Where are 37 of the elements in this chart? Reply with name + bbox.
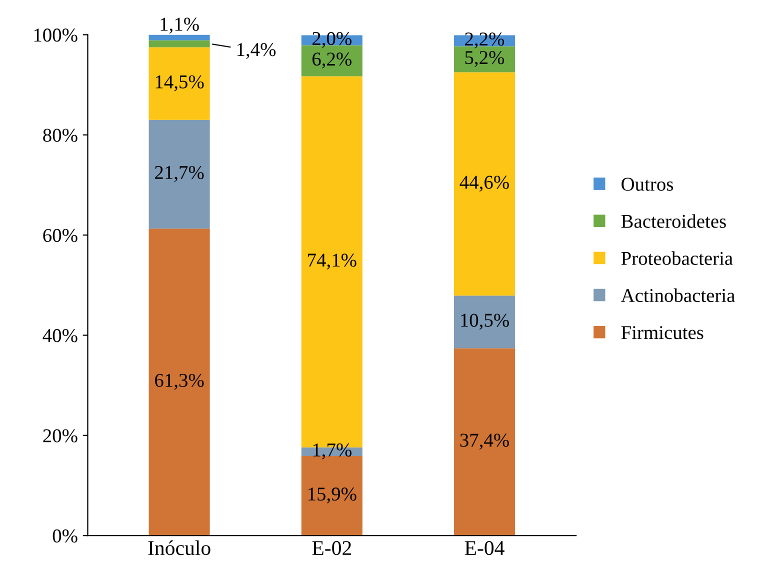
data-label: 2,2%: [465, 32, 504, 48]
bar: [148, 40, 210, 48]
data-label: 1,7%: [313, 443, 352, 460]
data-label: 61,3%: [155, 374, 204, 390]
data-label: 10,5%: [461, 314, 509, 330]
data-label: 44,6%: [460, 176, 509, 192]
bar: [148, 34, 210, 40]
legend-label: Actinobacteria: [620, 288, 735, 302]
y-tick-label: 40%: [42, 329, 78, 342]
bar: [148, 120, 210, 229]
bar: [454, 72, 516, 296]
data-label: 15,9%: [308, 488, 356, 504]
data-label: 2,0%: [312, 32, 352, 48]
legend-label: Proteobacteria: [621, 251, 733, 265]
data-label: 74,1%: [308, 254, 356, 270]
y-tick-label: 80%: [43, 128, 78, 142]
bar: [148, 228, 210, 536]
data-label: 37,4%: [460, 434, 509, 450]
legend-label: Outros: [622, 178, 674, 191]
data-label: 5,2%: [465, 51, 504, 67]
y-tick-label: 20%: [43, 429, 78, 442]
x-tick-label: E-02: [312, 541, 352, 556]
x-tick-label: E-04: [464, 541, 504, 556]
bar: [454, 296, 516, 348]
legend-label: Bacteroidetes: [621, 214, 726, 228]
bar: [148, 47, 210, 120]
bar: [454, 348, 516, 536]
data-label: 6,2%: [312, 52, 352, 68]
y-tick-label: 60%: [43, 228, 78, 242]
x-tick-label: Inóculo: [148, 540, 210, 556]
y-tick-label: 0%: [52, 529, 78, 543]
legend-label: Firmicutes: [621, 326, 704, 340]
data-label: 1,4%: [237, 43, 276, 59]
data-label: 1,1%: [160, 18, 199, 34]
data-label: 21,7%: [155, 166, 204, 182]
y-tick-label: 100%: [34, 28, 78, 42]
data-label: 14,5%: [156, 75, 204, 92]
